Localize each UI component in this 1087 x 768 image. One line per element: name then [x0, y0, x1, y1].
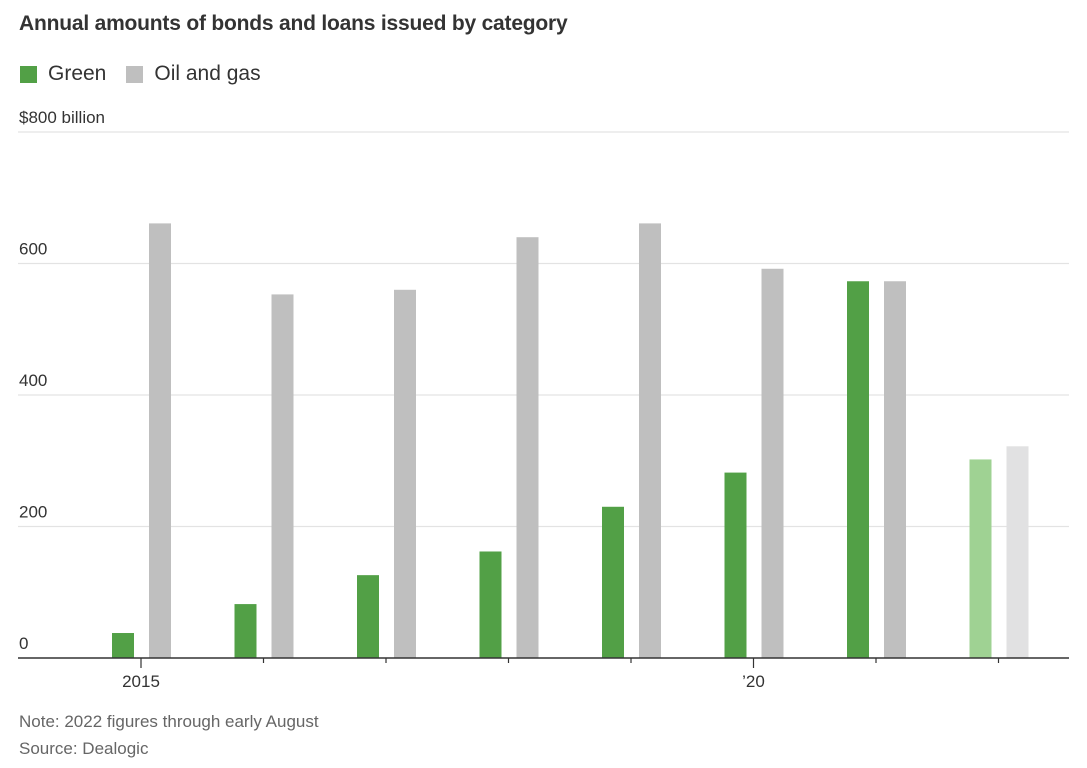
legend-item-green: Green	[20, 62, 106, 86]
y-tick-label-200: 200	[19, 503, 47, 522]
bar-green-2021	[847, 281, 869, 658]
legend-item-oil-and-gas: Oil and gas	[126, 62, 261, 86]
bar-oil-and-gas-2020	[761, 268, 784, 658]
legend-swatch-green	[20, 65, 37, 83]
bar-oil-and-gas-2022	[1006, 446, 1029, 658]
x-tick-label-2015: 2015	[122, 672, 160, 691]
chart-source: Source: Dealogic	[19, 739, 149, 758]
bar-oil-and-gas-2015	[149, 223, 171, 658]
bar-green-2019	[602, 506, 624, 658]
bar-oil-and-gas-2021	[884, 281, 906, 658]
bar-green-2022	[969, 459, 992, 658]
bar-green-2020	[724, 472, 747, 658]
y-tick-label-800: $800 billion	[19, 108, 105, 127]
bar-green-2016	[234, 604, 257, 658]
chart-title: Annual amounts of bonds and loans issued…	[19, 12, 568, 35]
bar-oil-and-gas-2017	[394, 289, 416, 658]
bar-green-2018	[479, 551, 502, 658]
bar-oil-and-gas-2018	[516, 237, 539, 658]
bar-oil-and-gas-2019	[639, 223, 661, 658]
legend-label-green: Green	[48, 62, 107, 85]
bar-green-2017	[357, 575, 379, 658]
bar-oil-and-gas-2016	[271, 294, 294, 658]
x-tick-label-2020: ’20	[742, 672, 765, 691]
bar-chart: 0 200 400 600 $800 billion 2015 ’20	[18, 108, 1069, 691]
legend-swatch-oil-and-gas	[126, 65, 144, 83]
y-tick-label-600: 600	[19, 240, 47, 259]
chart-note: Note: 2022 figures through early August	[19, 712, 319, 731]
y-tick-label-0: 0	[19, 634, 28, 653]
legend-label-oil-and-gas: Oil and gas	[154, 62, 261, 85]
y-tick-label-400: 400	[19, 371, 47, 390]
bar-green-2015	[112, 633, 134, 658]
legend: Green Oil and gas	[20, 62, 281, 86]
